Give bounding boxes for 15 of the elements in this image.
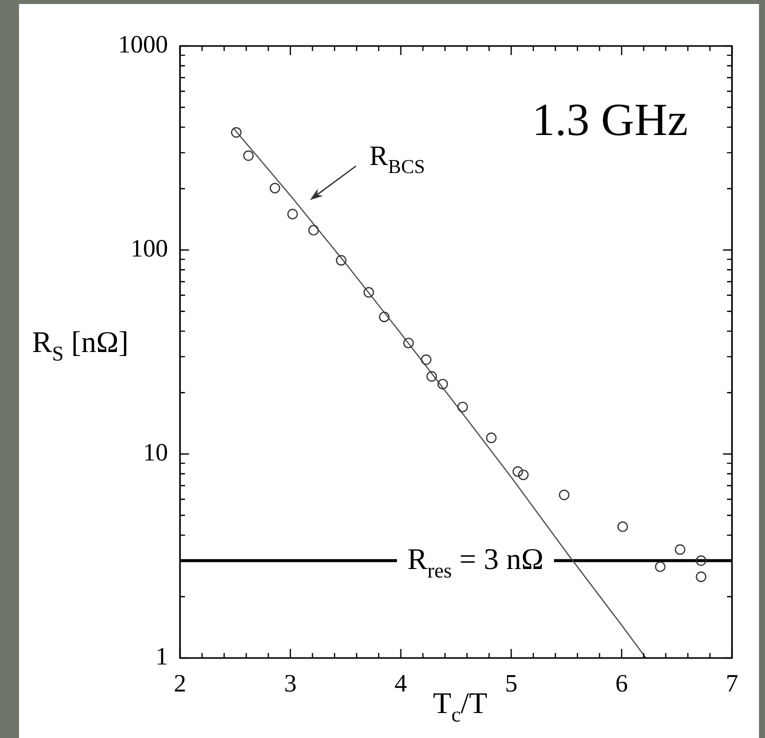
x-tick-label: 7 [726, 670, 738, 698]
annotation: 1.3 GHz [532, 94, 688, 145]
y-tick-label: 1 [156, 644, 168, 671]
x-tick-label: 4 [394, 670, 408, 698]
y-axis-title: R$_{S}$ [nΩ] [32, 326, 128, 366]
x-tick-label: 2 [174, 670, 186, 698]
x-tick-label: 5 [504, 670, 518, 698]
y-tick-label: 10 [143, 440, 168, 467]
y-tick-label: 1000 [118, 32, 168, 59]
x-tick-label: 3 [284, 670, 297, 698]
x-axis-title: T$_{c}$/T [433, 687, 488, 726]
x-tick-label: 6 [615, 670, 628, 698]
ref-line-label: R$_{res}$ = 3 nΩ [406, 542, 545, 582]
annotation: R$_{BCS}$ [369, 140, 426, 178]
y-tick-label: 100 [130, 236, 168, 263]
